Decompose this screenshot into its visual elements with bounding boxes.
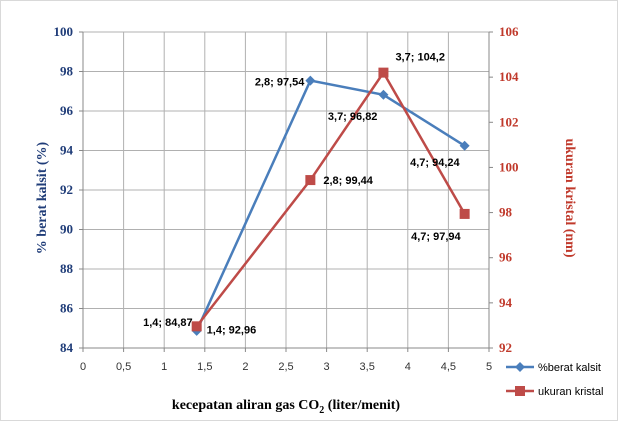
x-tick-label: 2,5 — [278, 361, 293, 373]
point-ukuran-kristal — [305, 175, 316, 186]
x-tick-label: 0 — [80, 361, 86, 373]
y-left-tick-label: 84 — [60, 340, 74, 355]
y-left-tick-label: 90 — [60, 222, 73, 237]
data-label: 1,4; 84,87 — [143, 317, 193, 329]
x-tick-label: 2 — [242, 361, 248, 373]
legend-marker-square — [515, 386, 525, 396]
data-label: 2,8; 99,44 — [323, 175, 373, 187]
data-label: 2,8; 97,54 — [255, 77, 305, 89]
legend-label: %berat kalsit — [538, 362, 601, 374]
y-right-tick-label: 94 — [499, 295, 513, 310]
series-layer — [191, 67, 470, 336]
y-left-tick-label: 86 — [60, 301, 74, 316]
x-tick-label: 1 — [161, 361, 167, 373]
y-right-tick-label: 104 — [499, 69, 519, 84]
point-berat-kalsit — [459, 140, 470, 151]
y-right-tick-label: 102 — [499, 114, 519, 129]
y-left-tick-label: 94 — [60, 143, 74, 158]
point-ukuran-kristal — [191, 321, 202, 332]
point-ukuran-kristal — [378, 67, 389, 78]
legend-label: ukuran kristal — [538, 386, 603, 398]
legend-marker-diamond — [515, 362, 525, 372]
x-axis-title-suffix: (liter/menit) — [324, 398, 400, 413]
x-tick-label: 3,5 — [360, 361, 375, 373]
y-right-tick-label: 98 — [499, 205, 513, 220]
y-axis-left-title: % berat kalsit (%) — [35, 141, 50, 254]
data-label: 4,7; 94,24 — [410, 157, 460, 169]
x-tick-label: 4,5 — [441, 361, 456, 373]
y-left-tick-label: 96 — [60, 103, 74, 118]
y-right-tick-label: 96 — [499, 250, 513, 265]
series-line-berat-kalsit — [195, 79, 466, 332]
data-label: 3,7; 96,82 — [328, 111, 378, 123]
y-axis-right-title: ukuran kristal (nm) — [562, 138, 577, 257]
data-labels: 1,4; 84,87 2,8; 97,54 3,7; 96,82 4,7; 94,24… — [143, 52, 461, 337]
x-axis-title: kecepatan aliran gas CO2 (liter/menit) — [172, 398, 401, 416]
point-berat-kalsit — [378, 89, 389, 100]
y-left-tick-label: 100 — [54, 24, 74, 39]
data-label: 4,7; 97,94 — [411, 231, 461, 243]
point-berat-kalsit — [305, 75, 316, 86]
x-tick-label: 1,5 — [197, 361, 212, 373]
x-tick-label: 3 — [324, 361, 330, 373]
point-ukuran-kristal — [459, 208, 470, 219]
legend: %berat kalsit ukuran kristal — [506, 362, 603, 398]
y-left-tick-label: 98 — [60, 64, 74, 79]
data-label: 3,7; 104,2 — [395, 52, 445, 64]
right-axis-ticks: 92 94 96 98 100 102 104 106 — [489, 24, 519, 355]
left-axis-ticks: 84 86 88 90 92 94 96 98 100 — [54, 24, 83, 355]
x-axis-ticks: 0 0,5 1 1,5 2 2,5 3 3,5 4 4,5 5 — [80, 348, 492, 373]
x-tick-label: 5 — [486, 361, 492, 373]
y-left-tick-label: 88 — [60, 261, 74, 276]
y-right-tick-label: 106 — [499, 24, 519, 39]
x-axis-title-main: kecepatan aliran gas CO — [172, 398, 320, 413]
x-tick-label: 4 — [405, 361, 411, 373]
x-tick-label: 0,5 — [116, 361, 131, 373]
y-left-tick-label: 92 — [60, 182, 73, 197]
series-line-ukuran-kristal — [195, 70, 466, 328]
x-axis-title-subscript: 2 — [319, 405, 324, 416]
data-label: 1,4; 92,96 — [207, 324, 257, 336]
y-right-tick-label: 92 — [499, 340, 512, 355]
y-right-tick-label: 100 — [499, 159, 519, 174]
